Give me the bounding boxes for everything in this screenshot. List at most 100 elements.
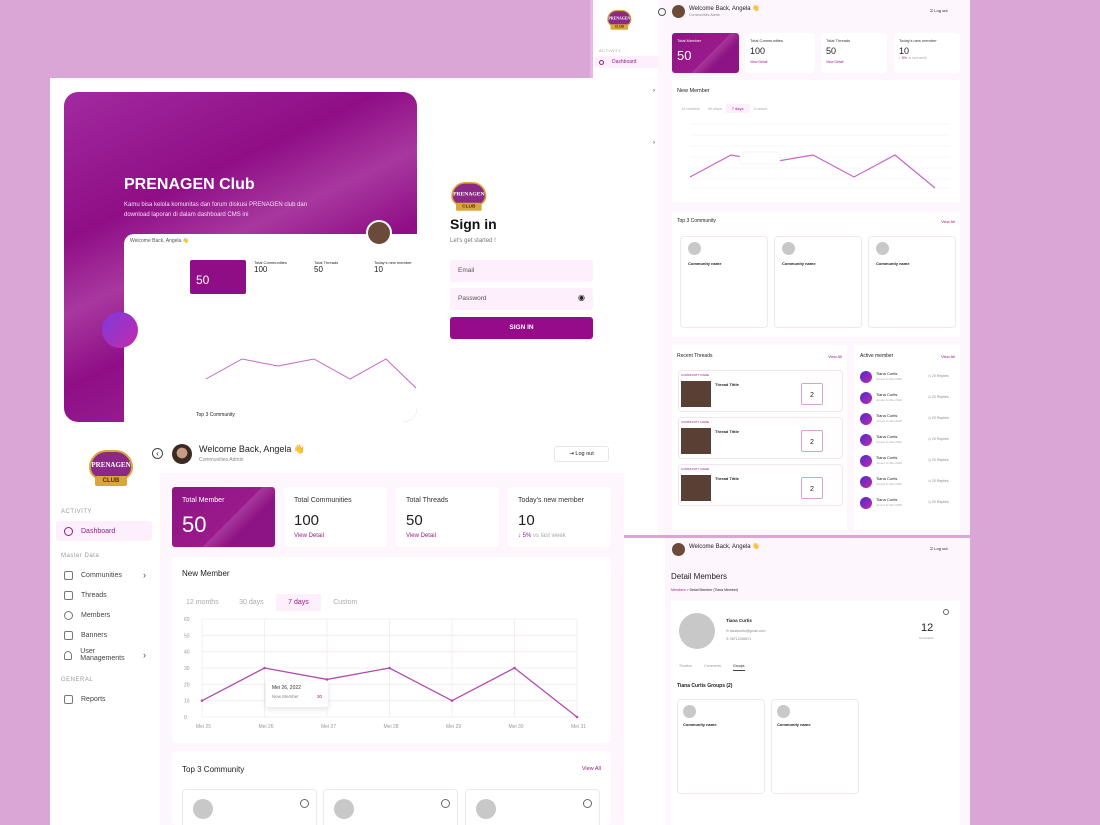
view-all-link[interactable]: View All — [581, 766, 601, 772]
tab-7-days[interactable]: 7 days — [276, 594, 321, 611]
back-button[interactable]: ‹ — [152, 448, 163, 459]
more-options-icon[interactable] — [583, 799, 592, 808]
thread-item[interactable]: COMMUNITY NAME Thread Tittle 2 — [678, 417, 843, 459]
thread-image — [681, 428, 711, 454]
tab-custom[interactable]: Custom — [333, 599, 358, 606]
community-card[interactable]: Community name — [868, 236, 956, 328]
community-card[interactable]: Community name — [677, 699, 765, 794]
reports-icon — [64, 694, 73, 704]
logout-button[interactable]: ⎋ Log out — [930, 8, 948, 13]
stat-total-member: Total Member 50 — [672, 33, 739, 73]
hero-title: PRENAGEN Club — [124, 176, 255, 193]
view-all-link[interactable]: View All — [941, 354, 955, 359]
svg-text:Mei 31: Mei 31 — [571, 724, 586, 730]
floating-avatar — [102, 312, 138, 348]
svg-text:Mei 27: Mei 27 — [321, 724, 336, 730]
avatar — [672, 543, 685, 556]
community-card[interactable] — [182, 789, 317, 825]
member-avatar — [679, 613, 715, 649]
active-member-row[interactable]: Tiana Curtis Joined 11 Mei 2020 ◷ 20 Repli… — [860, 369, 956, 390]
svg-text:10: 10 — [184, 699, 190, 705]
content-area: Total Member 50 Total Communities 100 Vi… — [160, 473, 624, 825]
comments-box: 2 — [801, 477, 823, 499]
sidebar-item-threads[interactable]: Threads — [56, 585, 152, 605]
logout-icon: ⇥ — [569, 451, 574, 457]
svg-text:Mei 28: Mei 28 — [384, 724, 399, 730]
dashboard-screen-main: PRENAGEN CLUB ACTIVITY Dashboard Master D… — [50, 433, 624, 825]
svg-text:30: 30 — [184, 666, 190, 672]
logout-button[interactable]: ⎋ Log out — [930, 546, 948, 551]
user-icon — [64, 650, 73, 660]
svg-text:40: 40 — [184, 650, 190, 656]
community-avatar — [476, 799, 496, 819]
comments-box: 2 — [801, 383, 823, 405]
line-chart-small — [689, 123, 950, 189]
logout-button[interactable]: ⇥ Log out — [554, 446, 609, 462]
reply-icon: ◷ — [928, 395, 932, 399]
tab-30-days[interactable]: 30 days — [239, 599, 264, 606]
new-member-chart-panel: New Member 12 months 30 days 7 days Cust… — [172, 557, 611, 743]
thread-item[interactable]: COMMUNITY NAME Thread Tittle 2 — [678, 464, 843, 506]
password-field[interactable]: Password ◉ — [450, 288, 593, 310]
community-avatar — [193, 799, 213, 819]
community-card[interactable]: Community name — [771, 699, 859, 794]
mini-dashboard-preview: Welcome Back, Angela 👋 50 Total Communit… — [124, 234, 417, 422]
view-all-link[interactable]: View All — [941, 219, 955, 224]
thread-item[interactable]: COMMUNITY NAME Thread Tittle 2 — [678, 370, 843, 412]
active-member-row[interactable]: Tiana Curtis Joined 11 Mei 2020 ◷ 20 Repli… — [860, 390, 956, 411]
chevron-right-icon: › — [143, 650, 146, 660]
stat-total-communities: Total Communities 100 View Detail — [745, 33, 815, 73]
communities-icon — [64, 570, 73, 580]
stat-total-communities: Total Communities 100 View Detail — [284, 487, 387, 547]
more-options-icon[interactable] — [300, 799, 309, 808]
stat-total-threads: Total Threads 50 View Detail — [821, 33, 887, 73]
more-options-icon[interactable] — [441, 799, 450, 808]
view-detail-link[interactable]: View Detail — [406, 533, 436, 539]
active-member-row[interactable]: Tiana Curtis Joined 11 Mei 2020 ◷ 20 Repli… — [860, 411, 956, 432]
sidebar-item-members[interactable]: Members — [56, 605, 152, 625]
eye-off-icon[interactable]: ◉ — [578, 293, 585, 302]
sign-in-button[interactable]: SIGN IN — [450, 317, 593, 339]
member-avatar — [860, 434, 872, 446]
more-icon[interactable] — [943, 609, 949, 615]
member-avatar — [860, 455, 872, 467]
email-field[interactable]: Email — [450, 260, 593, 282]
reply-icon: ◷ — [928, 416, 932, 420]
back-icon[interactable] — [658, 8, 666, 16]
dashboard-icon — [599, 59, 604, 65]
svg-text:Mei 25: Mei 25 — [196, 724, 211, 730]
member-avatar — [860, 392, 872, 404]
sign-in-title: Sign in — [450, 216, 497, 232]
view-all-link[interactable]: View All — [828, 354, 842, 359]
active-member-row[interactable]: Tiana Curtis Joined 11 Mei 2020 ◷ 20 Repli… — [860, 474, 956, 495]
member-avatar — [860, 476, 872, 488]
sidebar-item-reports[interactable]: Reports — [56, 689, 152, 709]
sidebar-item-communities[interactable]: Communities › — [56, 565, 152, 585]
active-member-row[interactable]: Tiana Curtis Joined 11 Mei 2020 ◷ 20 Repli… — [860, 495, 956, 516]
top-community-panel: Top 3 Community View All Community name … — [672, 212, 960, 337]
community-avatar — [334, 799, 354, 819]
community-card[interactable] — [465, 789, 600, 825]
comments-box: 2 — [801, 430, 823, 452]
sidebar-item-user-managements[interactable]: User Managements › — [56, 645, 152, 665]
community-card[interactable]: Community name — [774, 236, 862, 328]
sidebar: PRENAGEN CLUB ACTIVITY Dashboard Master D… — [50, 433, 158, 825]
view-detail-link[interactable]: View Detail — [294, 533, 324, 539]
sidebar-item-banners[interactable]: Banners — [56, 625, 152, 645]
chart-title: New Member — [182, 569, 230, 578]
chart-tooltip: Mei 26, 2022 New Member 30 — [266, 681, 328, 707]
chevron-right-icon: › — [143, 570, 146, 580]
sidebar-item-dashboard[interactable]: Dashboard — [595, 56, 659, 68]
logo: PRENAGEN CLUB — [448, 182, 490, 214]
reply-icon: ◷ — [928, 500, 932, 504]
active-member-row[interactable]: Tiana Curtis Joined 11 Mei 2020 ◷ 20 Repli… — [860, 453, 956, 474]
sidebar-item-dashboard[interactable]: Dashboard — [56, 521, 152, 541]
stat-total-member: Total Member 50 — [172, 487, 275, 547]
community-card[interactable] — [323, 789, 458, 825]
tab-12-months[interactable]: 12 months — [186, 599, 219, 606]
stat-todays-new-member: Today's new member 10 ↓ 5% vs last week — [894, 33, 960, 73]
page-title: Detail Members — [671, 572, 728, 581]
active-member-row[interactable]: Tiana Curtis Joined 11 Mei 2020 ◷ 20 Repli… — [860, 432, 956, 453]
svg-text:Mei 26: Mei 26 — [259, 724, 274, 730]
community-card[interactable]: Community name — [680, 236, 768, 328]
